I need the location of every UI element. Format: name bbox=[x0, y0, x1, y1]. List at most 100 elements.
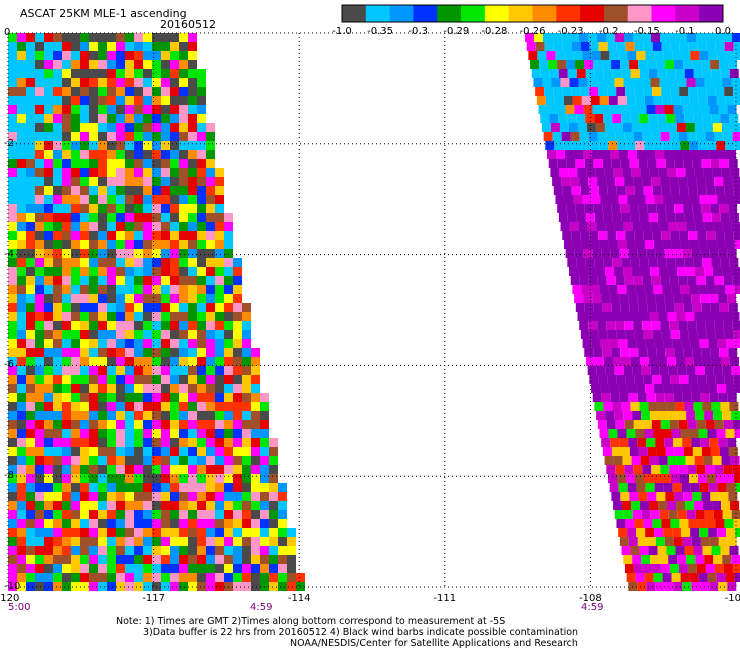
swath-cell bbox=[80, 168, 89, 177]
swath-cell bbox=[735, 528, 740, 537]
swath-cell bbox=[188, 420, 197, 429]
swath-cell bbox=[623, 555, 633, 564]
swath-cell bbox=[44, 186, 53, 195]
swath-cell bbox=[593, 348, 603, 357]
swath-cell bbox=[602, 159, 612, 168]
swath-cell bbox=[657, 69, 667, 78]
swath-cell bbox=[125, 69, 134, 78]
gridlines bbox=[7, 32, 737, 588]
swath-cell bbox=[143, 582, 152, 591]
swath-cell bbox=[197, 186, 206, 195]
swath-cell bbox=[694, 123, 704, 132]
swath-cell bbox=[709, 249, 719, 258]
swath-cell bbox=[659, 555, 669, 564]
swath-cell bbox=[686, 267, 696, 276]
swath-cell bbox=[98, 492, 107, 501]
swath-cell bbox=[721, 501, 731, 510]
swath-cell bbox=[687, 33, 696, 42]
swath-cell bbox=[603, 258, 613, 267]
swath-cell bbox=[134, 276, 143, 285]
swath-cell bbox=[215, 474, 224, 483]
swath-cell bbox=[134, 483, 143, 492]
swath-cell bbox=[125, 267, 134, 276]
swath-cell bbox=[80, 564, 89, 573]
swath-cell bbox=[107, 375, 116, 384]
swath-cell bbox=[233, 348, 242, 357]
swath-cell bbox=[576, 258, 586, 267]
swath-cell bbox=[653, 573, 663, 582]
swath-cell bbox=[269, 537, 278, 546]
swath-cell bbox=[620, 492, 630, 501]
swath-cell bbox=[606, 276, 616, 285]
swath-cell bbox=[670, 375, 680, 384]
swath-cell bbox=[242, 456, 251, 465]
swath-cell bbox=[623, 411, 633, 420]
swath-cell bbox=[656, 60, 666, 69]
swath-cell bbox=[611, 447, 621, 456]
swath-cell bbox=[604, 312, 614, 321]
swath-cell bbox=[644, 573, 654, 582]
swath-cell bbox=[708, 384, 718, 393]
swath-cell bbox=[197, 249, 206, 258]
swath-cell bbox=[696, 420, 706, 429]
swath-cell bbox=[609, 51, 619, 60]
swath-cell bbox=[646, 105, 656, 114]
colorbar-label: -0.28 bbox=[481, 26, 508, 37]
swath-cell bbox=[636, 195, 646, 204]
swath-cell bbox=[53, 294, 62, 303]
swath-cell bbox=[170, 537, 179, 546]
swath-cell bbox=[35, 222, 44, 231]
swath-cell bbox=[197, 348, 206, 357]
swath-cell bbox=[26, 195, 35, 204]
swath-cell bbox=[17, 213, 26, 222]
swath-cell bbox=[26, 384, 35, 393]
swath-cell bbox=[8, 330, 17, 339]
swath-cell bbox=[35, 213, 44, 222]
swath-cell bbox=[543, 132, 553, 141]
swath-cell bbox=[62, 528, 71, 537]
swath-cell bbox=[260, 402, 269, 411]
swath-cell bbox=[251, 528, 260, 537]
swath-cell bbox=[242, 519, 251, 528]
swath-cell bbox=[161, 303, 170, 312]
swath-cell bbox=[116, 150, 125, 159]
swath-cell bbox=[260, 573, 269, 582]
swath-cell bbox=[152, 447, 161, 456]
swath-cell bbox=[98, 204, 107, 213]
swath-cell bbox=[620, 447, 630, 456]
swath-cell bbox=[89, 303, 98, 312]
swath-cell bbox=[553, 42, 563, 51]
swath-cell bbox=[630, 213, 640, 222]
swath-cell bbox=[116, 276, 125, 285]
swath-cell bbox=[609, 339, 619, 348]
swath-cell bbox=[179, 402, 188, 411]
swath-cell bbox=[107, 492, 116, 501]
swath-cell bbox=[134, 69, 143, 78]
swath-cell bbox=[170, 51, 179, 60]
swath-cell bbox=[671, 141, 681, 150]
swath-cell bbox=[716, 240, 726, 249]
swath-cell bbox=[170, 186, 179, 195]
swath-cell bbox=[71, 357, 80, 366]
swath-cell bbox=[197, 519, 206, 528]
swath-cell bbox=[691, 537, 701, 546]
swath-cell bbox=[170, 312, 179, 321]
swath-cell bbox=[724, 42, 734, 51]
swath-cell bbox=[683, 303, 693, 312]
swath-cell bbox=[641, 366, 651, 375]
swath-cell bbox=[590, 141, 600, 150]
swath-cell bbox=[641, 78, 651, 87]
swath-cell bbox=[720, 213, 730, 222]
swath-cell bbox=[702, 258, 712, 267]
swath-cell bbox=[53, 141, 62, 150]
swath-cell bbox=[707, 141, 717, 150]
swath-cell bbox=[80, 51, 89, 60]
swath-cell bbox=[8, 78, 17, 87]
swath-cell bbox=[98, 348, 107, 357]
swath-cell bbox=[701, 204, 711, 213]
swath-cell bbox=[674, 303, 684, 312]
swath-cell bbox=[8, 555, 17, 564]
swath-cell bbox=[726, 195, 736, 204]
swath-cell bbox=[170, 123, 179, 132]
swath-cell bbox=[197, 564, 206, 573]
